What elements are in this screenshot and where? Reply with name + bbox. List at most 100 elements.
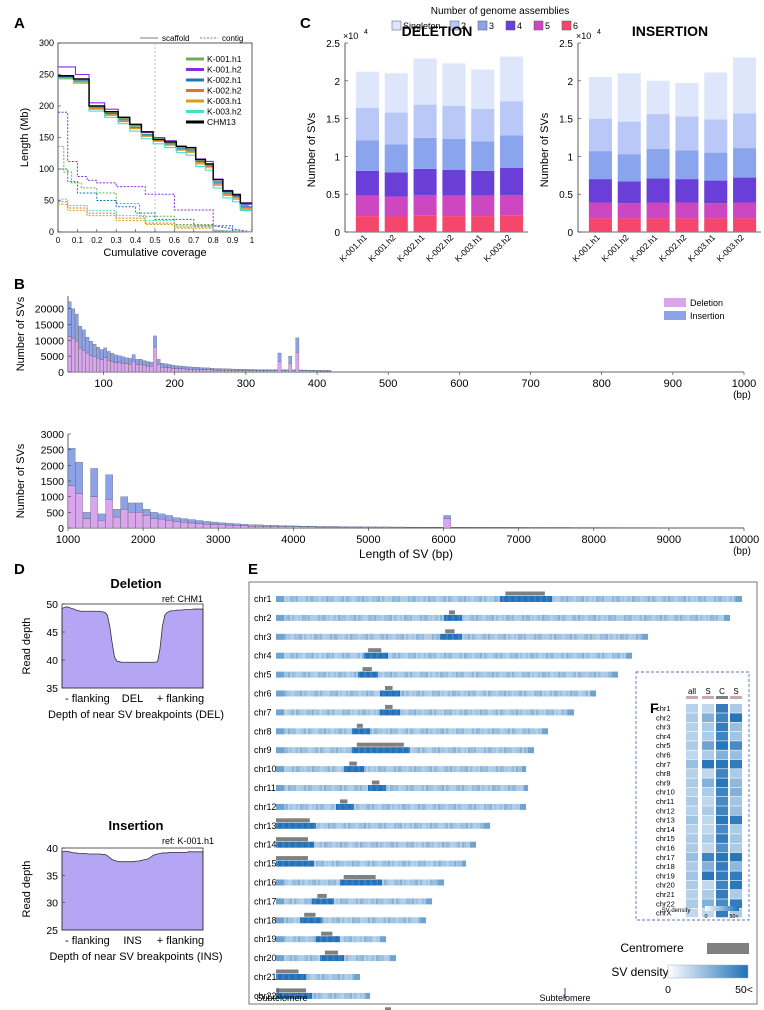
e-density-strip (492, 747, 495, 754)
e-density-strip (308, 822, 311, 829)
e-density-strip (374, 766, 377, 773)
e-density-strip (420, 728, 423, 735)
e-density-strip (378, 614, 381, 621)
e-density-strip (328, 614, 331, 621)
e-density-strip (446, 822, 449, 829)
e-density-strip (348, 709, 351, 716)
e-density-strip (490, 652, 493, 659)
e-density-strip (546, 709, 549, 716)
e-density-strip (278, 614, 281, 621)
e-density-strip (646, 614, 649, 621)
c-bar-6 (646, 218, 670, 232)
e-density-strip (470, 747, 473, 754)
e-density-strip (522, 690, 525, 697)
e-density-strip (314, 671, 317, 678)
e-density-strip (514, 690, 517, 697)
b-bar-deletion (242, 370, 246, 373)
e-density-strip (312, 822, 315, 829)
e-density-strip (316, 803, 319, 810)
e-density-strip (348, 728, 351, 735)
e-density-strip (320, 822, 323, 829)
e-density-strip (466, 841, 469, 848)
f-cell (686, 871, 698, 881)
f-row-label: chr6 (656, 751, 671, 760)
e-density-strip (344, 803, 347, 810)
a-ylabel: Length (Mb) (19, 108, 31, 167)
b-bar-insertion (185, 366, 189, 370)
e-density-strip (402, 917, 405, 924)
e-density-strip (634, 614, 637, 621)
e-density-strip (574, 596, 577, 602)
e-density-strip (454, 596, 457, 602)
e-density-strip (398, 803, 401, 810)
e-density-strip (372, 822, 375, 829)
e-density-strip (570, 652, 573, 659)
e-density-strip (304, 671, 307, 678)
e-density-strip (322, 596, 325, 602)
e-density-strip (542, 728, 545, 735)
e-density-strip (402, 803, 405, 810)
e-density-strip (344, 747, 347, 754)
e-density-strip (448, 803, 451, 810)
e-density-strip (436, 879, 439, 886)
c-bar-3 (588, 151, 612, 180)
e-density-strip (540, 596, 543, 602)
e-density-strip (440, 841, 443, 848)
e-density-strip (448, 633, 451, 640)
e-density-strip (320, 747, 323, 754)
e-density-strip (286, 898, 289, 905)
e-density-strip (658, 596, 661, 602)
e-density-strip (366, 747, 369, 754)
e-density-strip (342, 633, 345, 640)
e-density-strip (466, 728, 469, 735)
e-density-strip (380, 671, 383, 678)
e-density-strip (500, 652, 503, 659)
e-density-strip (440, 860, 443, 867)
b-bar-insertion (92, 344, 97, 357)
e-density-strip (398, 633, 401, 640)
b-bar-deletion (313, 370, 317, 373)
c-bar-6 (442, 216, 466, 232)
e-density-strip (280, 822, 283, 829)
b-bar-insertion (181, 366, 186, 369)
c-exponent-power: 4 (364, 29, 368, 36)
e-density-strip (402, 728, 405, 735)
b-xlabel: Length of SV (bp) (359, 547, 453, 561)
e-density-strip (482, 709, 485, 716)
e-density-strip (432, 671, 435, 678)
e-density-strip (310, 766, 313, 773)
e-density-strip (450, 633, 453, 640)
e-density-strip (282, 936, 285, 943)
e-density-strip (392, 728, 395, 735)
e-density-strip (450, 690, 453, 697)
e-density-strip (596, 596, 599, 602)
e-density-strip (318, 690, 321, 697)
e-density-strip (356, 709, 359, 716)
e-density-strip (374, 841, 377, 848)
e-density-strip (298, 974, 301, 980)
e-density-strip (276, 898, 279, 905)
e-density-strip (296, 690, 299, 697)
b-bar-insertion (139, 359, 143, 365)
e-density-strip (342, 709, 345, 716)
e-density-strip (330, 633, 333, 640)
e-density-strip (356, 936, 359, 943)
e-density-strip (602, 633, 605, 640)
e-density-strip (614, 596, 617, 602)
f-cell (686, 741, 698, 750)
e-density-strip (518, 766, 521, 773)
c-bar-5 (471, 195, 495, 217)
e-density-legend-bar (667, 964, 749, 979)
e-density-strip (358, 690, 361, 697)
b-xtick-label: 800 (593, 378, 611, 390)
e-density-strip (606, 652, 609, 659)
e-density-strip (308, 974, 311, 980)
e-density-strip (412, 671, 415, 678)
e-density-strip (316, 879, 319, 886)
e-density-strip (282, 709, 285, 716)
e-density-strip (404, 671, 407, 678)
e-density-strip (566, 596, 569, 602)
e-density-strip (586, 596, 589, 602)
e-density-strip (304, 766, 307, 773)
